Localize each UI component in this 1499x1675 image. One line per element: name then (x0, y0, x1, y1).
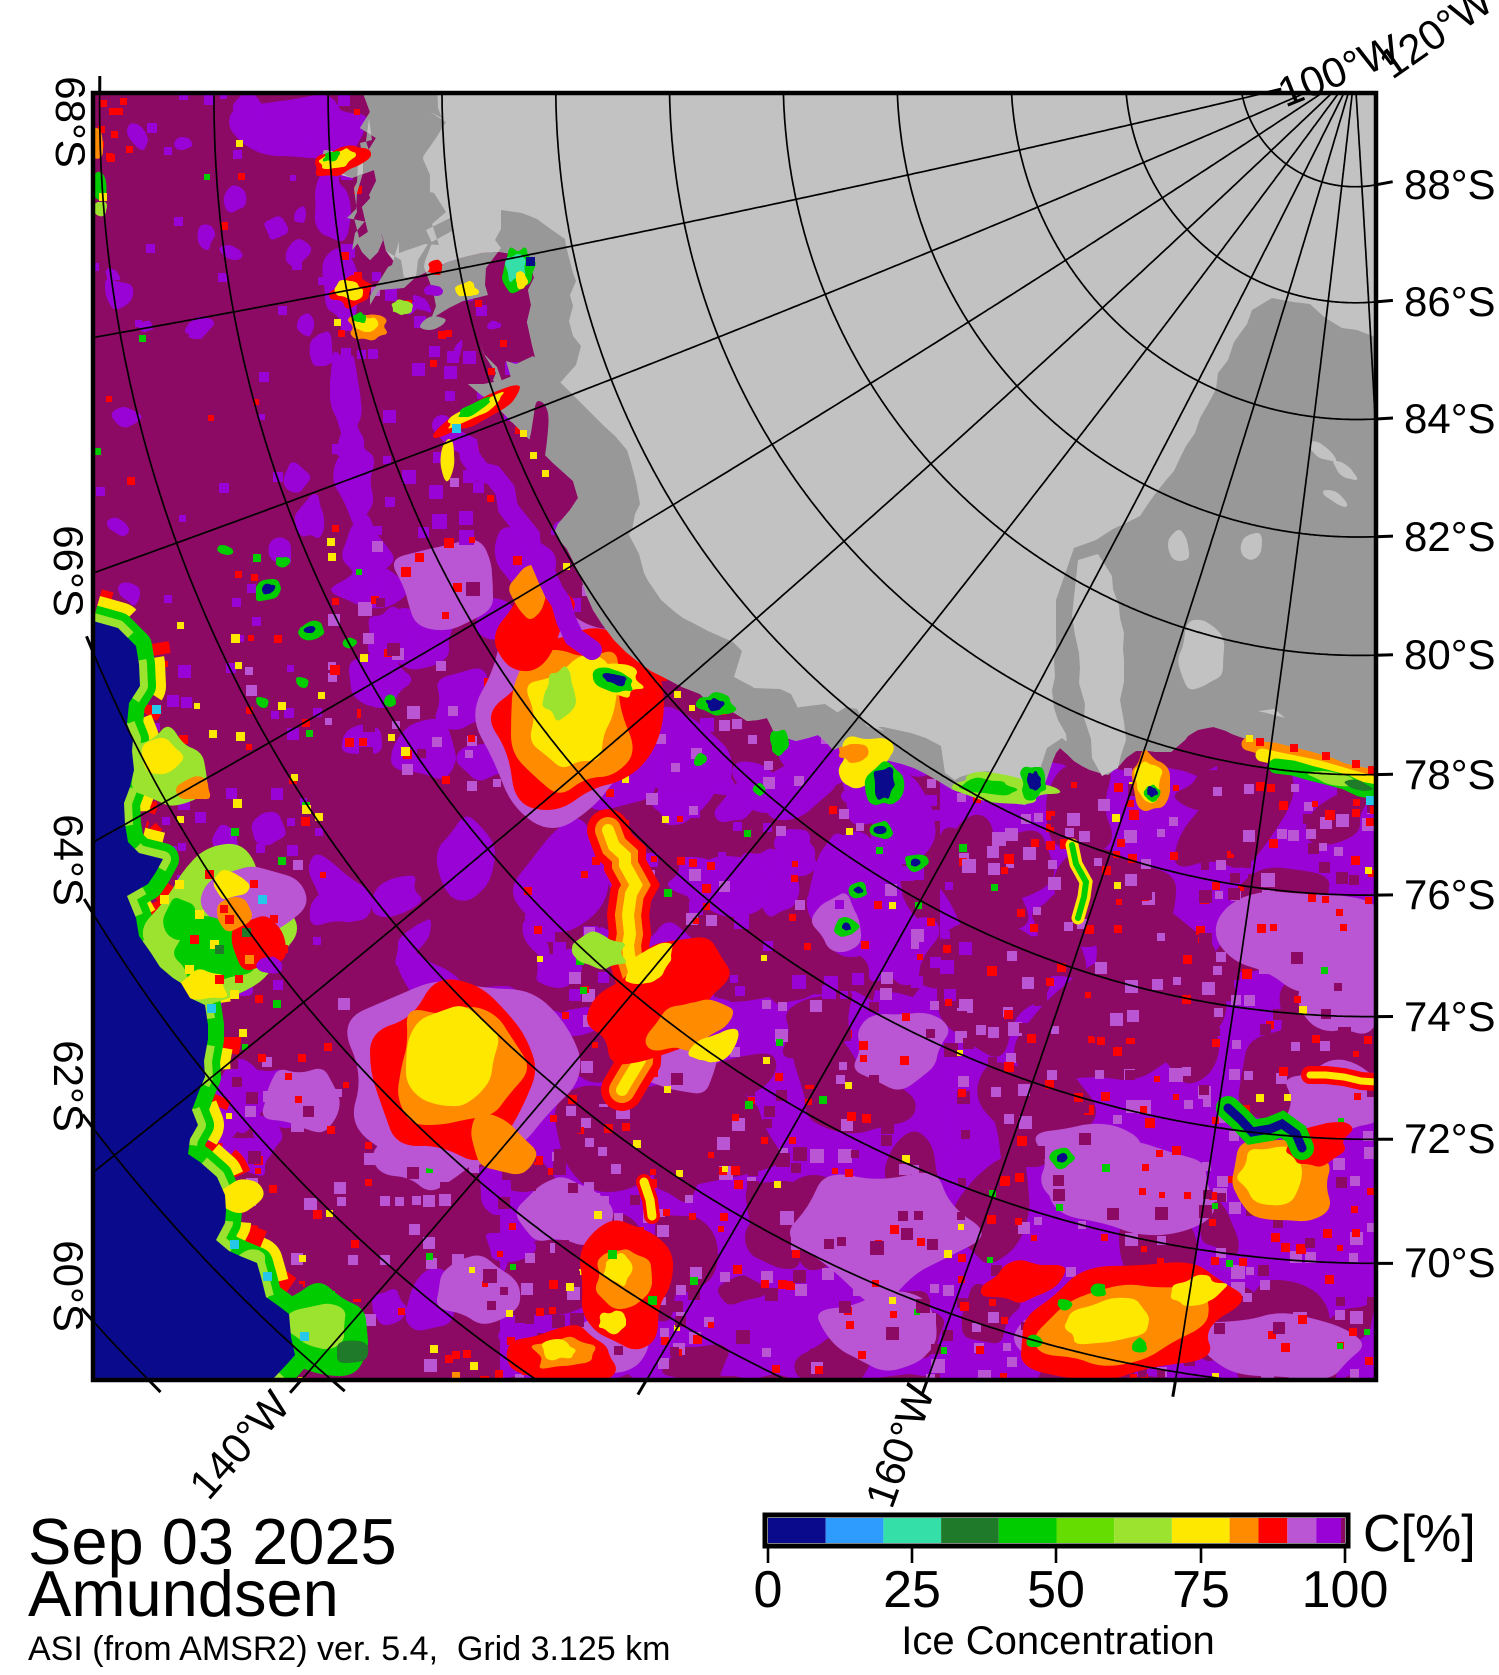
svg-text:100: 100 (1302, 1561, 1389, 1619)
svg-text:76°S: 76°S (1404, 871, 1496, 918)
svg-text:78°S: 78°S (1404, 751, 1496, 798)
svg-text:Amundsen: Amundsen (28, 1557, 339, 1630)
svg-text:68°S: 68°S (47, 76, 94, 168)
svg-text:64°S: 64°S (45, 814, 92, 906)
svg-text:82°S: 82°S (1404, 513, 1496, 560)
svg-text:0: 0 (754, 1561, 783, 1619)
svg-text:C[%]: C[%] (1363, 1505, 1476, 1563)
svg-text:60°S: 60°S (45, 1240, 92, 1332)
svg-text:66°S: 66°S (45, 525, 92, 617)
svg-text:86°S: 86°S (1404, 278, 1496, 325)
svg-text:88°S: 88°S (1404, 161, 1496, 208)
svg-text:Ice Concentration: Ice Concentration (901, 1619, 1215, 1663)
svg-text:25: 25 (883, 1561, 941, 1619)
svg-text:84°S: 84°S (1404, 395, 1496, 442)
svg-text:75: 75 (1172, 1561, 1230, 1619)
svg-text:ASI (from AMSR2) ver. 5.4, Gr: ASI (from AMSR2) ver. 5.4, Grid 3.125 km (28, 1630, 670, 1668)
svg-text:50: 50 (1027, 1561, 1085, 1619)
svg-text:74°S: 74°S (1404, 993, 1496, 1040)
svg-text:80°S: 80°S (1404, 631, 1496, 678)
svg-text:70°S: 70°S (1404, 1239, 1496, 1286)
svg-text:72°S: 72°S (1404, 1115, 1496, 1162)
